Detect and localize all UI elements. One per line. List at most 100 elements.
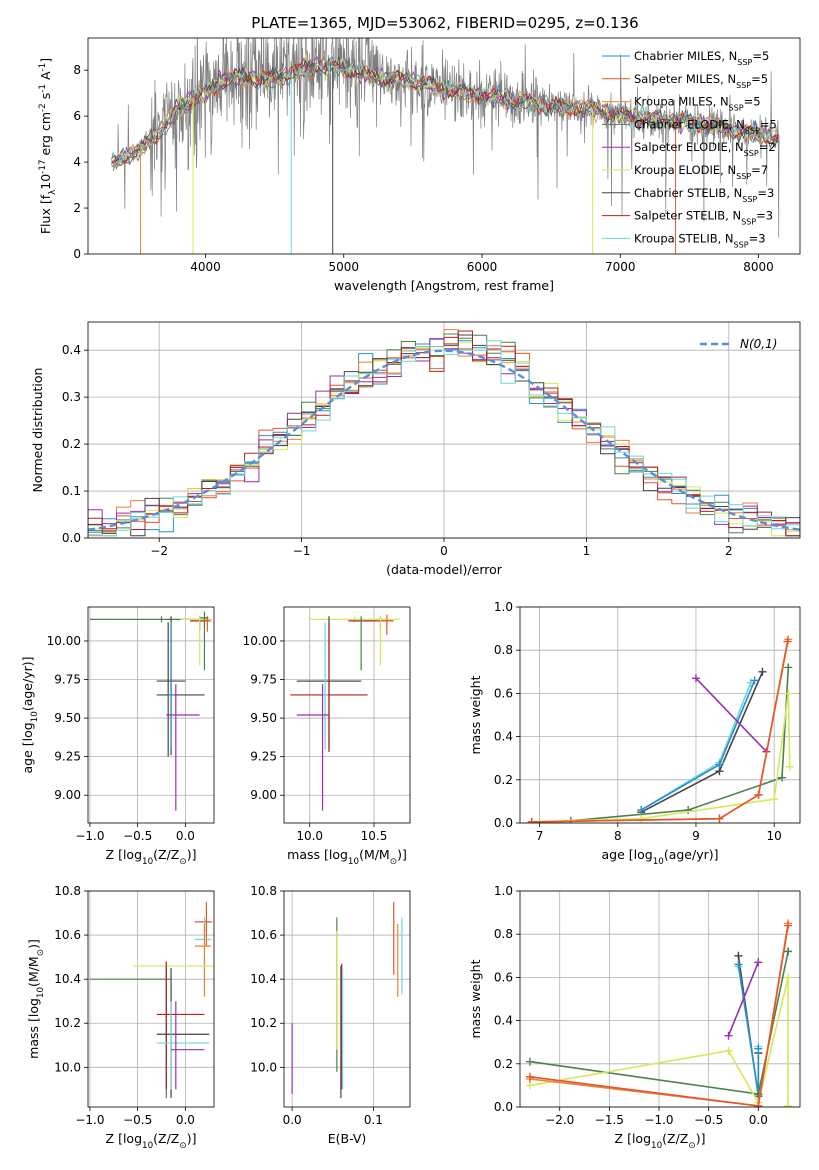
mass-weight-marker: [715, 814, 724, 823]
mass-weight-line: [695, 677, 767, 753]
y-tick-label: 0.8: [494, 643, 513, 657]
plot-area: [89, 902, 214, 1099]
x-axis-label: mass [log10(M/M⊙)]: [287, 847, 407, 867]
mass-weight-marker: [724, 1046, 733, 1055]
y-tick-label: 1.0: [494, 600, 513, 614]
gaussian-curve: [88, 349, 800, 531]
x-tick-label: −0.5: [694, 1113, 723, 1127]
x-tick-label: −1.0: [75, 829, 104, 843]
x-axis-label: wavelength [Angstrom, rest frame]: [334, 278, 554, 293]
x-tick-label: 0.1: [364, 1113, 383, 1127]
y-tick-label: 10.4: [54, 972, 81, 986]
plots-layer: 4000 5000 6000 7000 8000 0 2 4 6 8 wavelength [Ang…: [20, 37, 801, 1151]
mass-weight-marker: [684, 806, 693, 815]
mass-weight-marker: [754, 790, 763, 799]
y-tick-label: 0.6: [494, 686, 513, 700]
mass-weight-marker: [734, 951, 743, 960]
legend-label: Salpeter ELODIE, NSSP=2: [634, 140, 776, 158]
axes-age_vs_mass: 10.0 10.5 9.00 9.25 9.50 9.75 10.00 mass [log10…: [243, 606, 411, 867]
x-axis-label: Z [log10(Z/Z⊙)]: [106, 1131, 197, 1151]
x-tick-label: 9: [692, 829, 700, 843]
x-tick-label: −0.5: [123, 829, 152, 843]
x-tick-label: 6000: [467, 260, 498, 274]
legend-label: Kroupa MILES, NSSP=5: [634, 95, 761, 113]
y-tick-label: 8: [73, 63, 81, 77]
axes-frame: [87, 606, 215, 824]
mass-weight-marker: [754, 958, 763, 967]
x-tick-label: 2: [725, 544, 733, 558]
mass-weight-marker: [784, 1101, 793, 1107]
y-tick-label: 1.0: [494, 884, 513, 898]
legend-label: Salpeter STELIB, NSSP=3: [634, 209, 773, 227]
y-tick-label: 0.4: [62, 343, 81, 357]
axes-mass_weight_vs_Z: −2.0 −1.5 −1.0 −0.5 0.0 0.0 0.2 0.4 0.6 0.8 1.0 Z […: [468, 884, 801, 1151]
x-tick-label: 0.0: [176, 1113, 195, 1127]
axes-frame: [519, 890, 801, 1108]
x-axis-label: Z [log10(Z/Z⊙)]: [615, 1131, 706, 1151]
mass-weight-marker: [778, 773, 787, 782]
x-tick-label: −0.5: [123, 1113, 152, 1127]
y-tick-label: 10.2: [54, 1016, 81, 1030]
y-tick-label: 0.2: [494, 1057, 513, 1071]
y-tick-label: 9.00: [250, 788, 277, 802]
x-tick-label: 10: [767, 829, 782, 843]
grid: [88, 890, 214, 1107]
mass-weight-marker: [527, 817, 536, 823]
mass-weight-line: [531, 641, 789, 823]
axes-frame: [87, 890, 215, 1108]
mass-weight-marker: [750, 676, 759, 685]
x-tick-label: 10.0: [296, 829, 323, 843]
axes-frame: [283, 606, 411, 824]
mass-weight-marker: [758, 667, 767, 676]
x-tick-label: 1: [583, 544, 591, 558]
mass-weight-marker: [691, 674, 700, 683]
y-tick-label: 0.6: [494, 970, 513, 984]
y-tick-label: 10.8: [250, 884, 277, 898]
y-tick-label: 9.75: [250, 673, 277, 687]
y-tick-label: 0.2: [62, 437, 81, 451]
y-tick-label: 9.00: [54, 788, 81, 802]
y-tick-label: 0: [73, 247, 81, 261]
x-tick-label: 5000: [328, 260, 359, 274]
y-tick-label: 0.1: [62, 484, 81, 498]
y-tick-label: 2: [73, 201, 81, 215]
axes-mass_weight_vs_age: 7 8 9 10 0.0 0.2 0.4 0.6 0.8 1.0 age [log10(age/yr…: [468, 600, 801, 867]
mass-weight-marker: [784, 947, 793, 956]
x-tick-label: −1.0: [644, 1113, 673, 1127]
x-tick-label: 4000: [190, 260, 221, 274]
model-spectrum-chabrier_stelib: [111, 56, 779, 166]
y-tick-label: 10.0: [54, 1060, 81, 1074]
mass-weight-marker: [784, 663, 793, 672]
mass-weight-marker: [784, 689, 793, 698]
x-tick-label: 10.5: [361, 829, 388, 843]
x-axis-label: E(B-V): [328, 1131, 367, 1146]
legend-label: Kroupa ELODIE, NSSP=7: [634, 163, 768, 181]
mass-weight-line: [570, 667, 790, 822]
legend-gaussian-label: N(0,1): [740, 337, 777, 351]
grid: [284, 890, 410, 1107]
y-tick-label: 9.75: [54, 673, 81, 687]
axes-frame: [283, 890, 411, 1108]
axes-frame: [87, 321, 801, 539]
y-tick-label: 10.2: [250, 1016, 277, 1030]
mass-weight-line: [640, 680, 756, 811]
x-axis-label: (data-model)/error: [386, 562, 503, 577]
x-tick-label: 0: [440, 544, 448, 558]
x-tick-label: −2.0: [545, 1113, 574, 1127]
x-axis-label: age [log10(age/yr)]: [601, 847, 718, 867]
y-tick-label: 9.25: [54, 750, 81, 764]
y-tick-label: 0.3: [62, 390, 81, 404]
x-tick-label: 8: [614, 829, 622, 843]
legend-label: Kroupa STELIB, NSSP=3: [634, 231, 766, 249]
y-tick-label: 0.8: [494, 927, 513, 941]
mass-weight-marker: [724, 1031, 733, 1040]
y-axis-label: mass [log10(M/M⊙)]: [26, 939, 46, 1059]
x-tick-label: 7000: [605, 260, 636, 274]
x-tick-label: −1.5: [595, 1113, 624, 1127]
model-spectrum-salpeter_stelib: [111, 56, 779, 167]
y-tick-label: 10.00: [47, 634, 81, 648]
x-tick-label: 0.0: [283, 1113, 302, 1127]
axes-age_vs_Z: −1.0 −0.5 0.0 9.00 9.25 9.50 9.75 10.00 Z [log10…: [20, 606, 215, 867]
y-tick-label: 4: [73, 155, 81, 169]
y-axis-label: Normed distribution: [30, 368, 45, 493]
